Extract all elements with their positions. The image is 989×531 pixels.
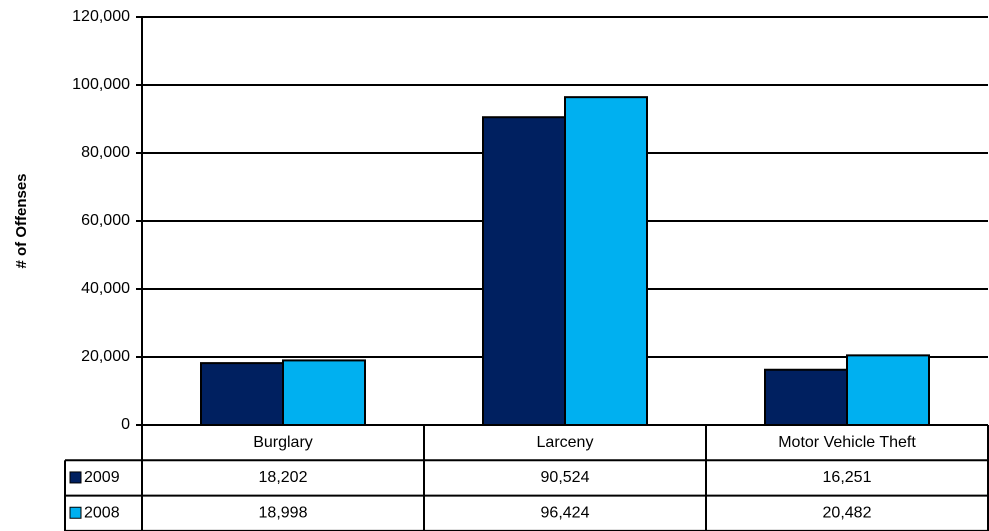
bar [564,96,648,427]
table-value: 96,424 [541,504,590,521]
table-value: 16,251 [823,469,872,486]
category-label: Larceny [537,434,594,451]
table-value: 20,482 [823,504,872,521]
y-axis-label: # of Offenses [13,173,30,268]
table-value: 18,998 [259,504,308,521]
y-tick-label: 80,000 [81,144,130,161]
y-tick-label: 120,000 [72,8,130,25]
y-tick-label: 100,000 [72,76,130,93]
table-value: 18,202 [259,469,308,486]
table-value: 90,524 [541,469,590,486]
legend-swatch [69,471,82,484]
legend-label: 2009 [84,469,120,486]
y-tick-label: 0 [121,416,130,433]
legend-swatch [69,506,82,519]
category-label: Motor Vehicle Theft [778,434,916,451]
bar [482,116,566,426]
bar [846,354,930,427]
bar [764,368,848,427]
category-label: Burglary [253,434,313,451]
y-tick-label: 40,000 [81,280,130,297]
legend-label: 2008 [84,504,120,521]
y-tick-label: 20,000 [81,348,130,365]
y-tick-label: 60,000 [81,212,130,229]
bar [282,359,366,426]
bar [200,362,284,426]
